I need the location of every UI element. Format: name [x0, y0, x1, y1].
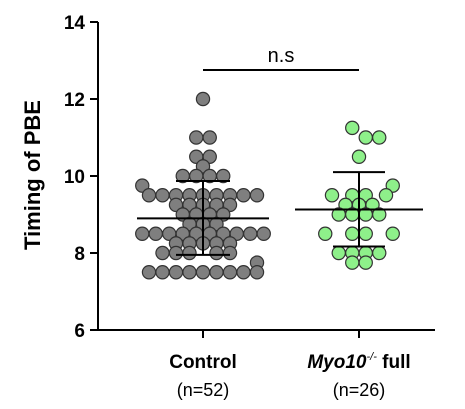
data-point-series-0	[209, 245, 224, 261]
data-point-series-0	[195, 159, 211, 174]
y-axis-ticks: 6 8 10 12 14	[64, 13, 98, 342]
y-tick-label: 8	[74, 244, 85, 265]
data-point-series-0	[195, 91, 211, 107]
data-point-series-1	[365, 197, 380, 213]
significance-label: n.s	[268, 45, 295, 67]
data-point-series-0	[209, 265, 224, 280]
data-point-series-0	[249, 188, 265, 203]
data-point-series-1	[372, 245, 387, 261]
data-point-series-1	[318, 226, 333, 241]
data-point-series-1	[372, 130, 387, 145]
y-tick-label: 12	[64, 90, 85, 111]
y-tick-label: 14	[64, 13, 86, 34]
data-point-series-0	[243, 226, 258, 241]
category-label-myo10-rest: full	[377, 352, 411, 373]
data-point-series-0	[155, 245, 170, 261]
data-point-series-1	[345, 120, 360, 136]
data-point-series-0	[202, 149, 217, 164]
y-axis-title: Timing of PBE	[20, 100, 45, 250]
data-points	[135, 91, 400, 280]
data-point-series-1	[351, 149, 367, 164]
data-point-series-0	[216, 168, 231, 184]
data-point-series-0	[202, 130, 217, 145]
data-point-series-1	[372, 207, 387, 222]
data-point-series-0	[236, 188, 251, 203]
data-point-series-1	[378, 188, 394, 203]
mean-sd-bars	[137, 171, 423, 256]
data-point-series-0	[189, 130, 204, 145]
category-label-myo10: Myo10-/- full	[307, 351, 410, 373]
data-point-series-0	[256, 226, 271, 241]
data-point-series-0	[222, 197, 238, 213]
data-point-series-0	[141, 188, 157, 203]
data-point-series-0	[195, 265, 211, 280]
category-label-control: Control	[169, 352, 237, 373]
data-point-series-0	[249, 265, 265, 280]
data-point-series-0	[222, 265, 238, 280]
data-point-series-0	[155, 265, 170, 280]
y-tick-label: 6	[74, 321, 85, 342]
data-point-series-1	[358, 226, 373, 241]
data-point-series-0	[155, 188, 170, 203]
data-point-series-0	[148, 226, 163, 241]
category-label-myo10-superscript: -/-	[366, 351, 377, 363]
category-n-myo10: (n=26)	[333, 380, 386, 400]
data-point-series-0	[135, 178, 150, 193]
data-point-series-0	[222, 245, 238, 261]
data-point-series-0	[168, 245, 184, 261]
data-point-series-0	[182, 265, 197, 280]
data-point-series-1	[385, 178, 400, 193]
y-tick-label: 10	[64, 167, 85, 188]
data-point-series-0	[168, 265, 184, 280]
data-point-series-1	[324, 188, 340, 203]
data-point-series-0	[182, 245, 197, 261]
data-point-series-0	[236, 265, 251, 280]
data-point-series-0	[135, 226, 150, 241]
data-point-series-0	[141, 265, 157, 280]
data-point-series-1	[345, 255, 360, 270]
data-point-series-1	[331, 245, 346, 261]
category-label-myo10-italic: Myo10	[307, 352, 367, 373]
data-point-series-1	[345, 226, 360, 241]
category-n-control: (n=52)	[177, 380, 230, 400]
data-point-series-1	[385, 226, 400, 241]
data-point-series-1	[358, 255, 373, 270]
data-point-series-1	[358, 130, 373, 145]
